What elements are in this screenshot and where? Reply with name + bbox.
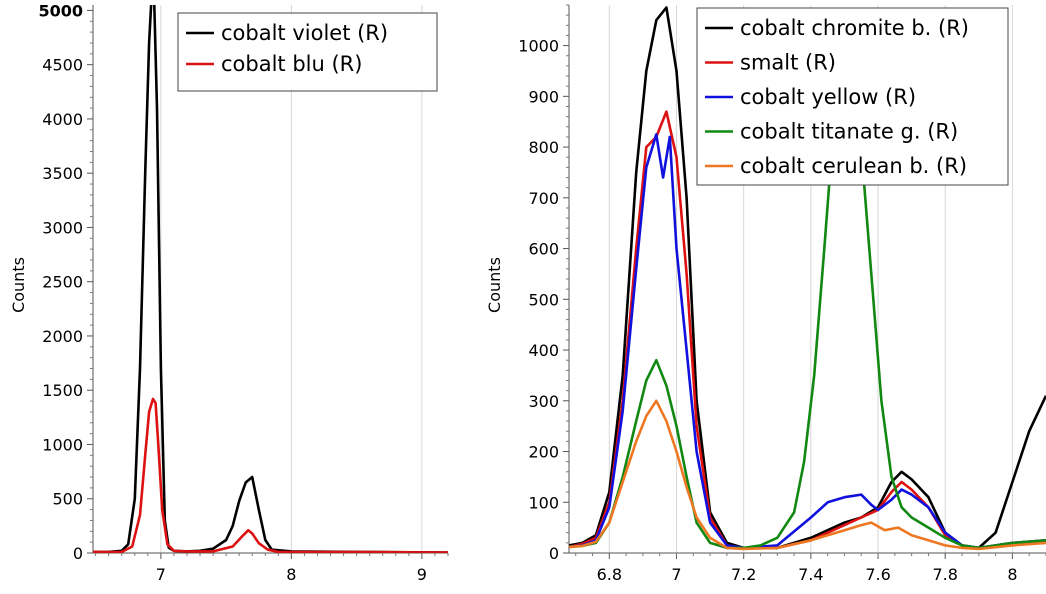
y-tick-label: 800 [528,138,559,157]
y-tick-label: 2500 [42,273,83,292]
legend-label: cobalt blu (R) [221,52,362,76]
y-axis-title: Counts [485,257,504,313]
x-tick-label: 7 [671,565,681,584]
x-tick-label: 7 [156,565,166,584]
y-tick-label: 700 [528,189,559,208]
x-tick-label: 7.6 [865,565,890,584]
y-tick-label: 200 [528,443,559,462]
y-tick-label: 3000 [42,218,83,237]
legend-box [177,12,438,92]
y-tick-label: 900 [528,87,559,106]
legend-label: cobalt yellow (R) [740,85,916,109]
x-tick-label: 7.8 [932,565,957,584]
legend-label: cobalt chromite b. (R) [740,16,969,40]
x-tick-label: 9 [417,565,427,584]
y-tick-label: 1000 [518,37,559,56]
y-tick-label: 3500 [42,164,83,183]
y-tick-label: 400 [528,341,559,360]
y-tick-label: 2000 [42,327,83,346]
x-tick-label: 8 [1007,565,1017,584]
legend-label: cobalt cerulean b. (R) [740,154,967,178]
y-tick-label: 600 [528,240,559,259]
y-tick-label: 500 [52,490,83,509]
legend: cobalt violet (R) cobalt blu (R) [177,12,438,92]
chart-panel-0: 0 500 1000 1500 2000 2500 3000 3500 4000 4500 5000… [9,1,449,584]
y-tick-label: 4000 [42,110,83,129]
y-tick-label: 500 [528,290,559,309]
legend-label: smalt (R) [740,51,836,75]
legend: cobalt chromite b. (R) smalt (R) cobalt ye… [696,7,1009,186]
legend-label: cobalt titanate g. (R) [740,120,958,144]
series-group [93,5,448,553]
series-line-3 [569,54,1046,550]
series-line-1 [93,397,448,553]
series-group [569,6,1046,551]
y-tick-label: 1500 [42,381,83,400]
y-tick-label: 4500 [42,56,83,75]
y-tick-label: 0 [549,544,559,563]
series-line-4 [569,399,1046,551]
x-tick-label: 6.8 [597,565,622,584]
x-tick-label: 8 [286,565,296,584]
y-tick-label: 300 [528,392,559,411]
legend-label: cobalt violet (R) [221,21,388,45]
legend-box [696,7,1009,186]
y-tick-label: 0 [73,544,83,563]
x-tick-label: 7.4 [798,565,823,584]
y-tick-label: 100 [528,493,559,512]
x-tick-label: 7.2 [731,565,756,584]
y-tick-label: 5000 [38,1,83,20]
y-tick-label: 1000 [42,435,83,454]
chart-panel-1: 0 100 200 300 400 500 600 700 800 900 1000 6.8 7 7.2 7… [485,4,1046,584]
y-axis-title: Counts [9,257,28,313]
